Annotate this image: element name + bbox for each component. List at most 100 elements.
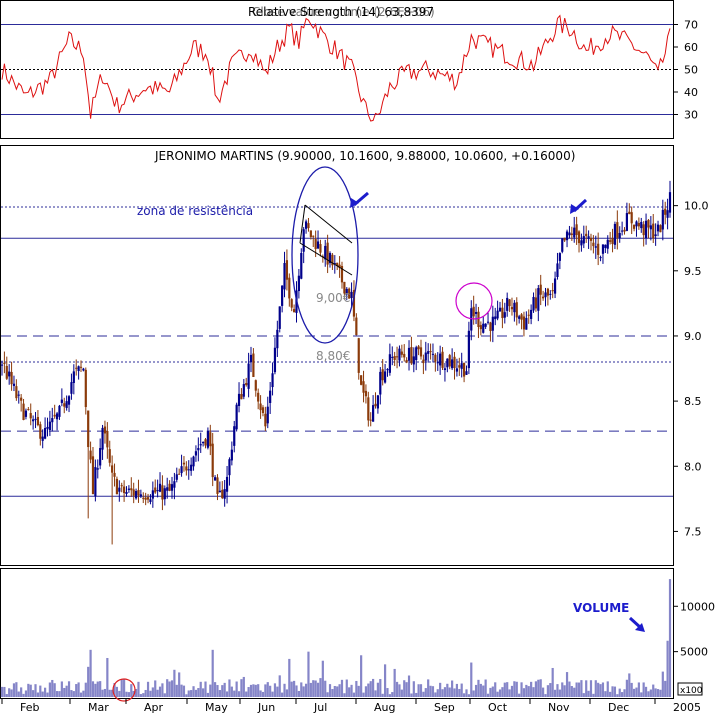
- volume-bar: [527, 686, 530, 697]
- volume-bar: [5, 694, 8, 697]
- volume-bar: [668, 579, 672, 697]
- candle-body: [391, 356, 394, 358]
- volume-bar: [422, 691, 425, 697]
- candle-body: [374, 403, 377, 407]
- volume-bar: [632, 688, 636, 697]
- volume-bar: [338, 684, 341, 697]
- candle-body: [106, 431, 109, 448]
- candle-body: [465, 371, 468, 375]
- candle-body: [72, 371, 75, 384]
- volume-bar: [84, 682, 87, 697]
- candle-body: [525, 317, 528, 330]
- candle-body: [367, 397, 370, 421]
- volume-bar: [142, 693, 145, 697]
- volume-bar: [652, 684, 655, 697]
- candle-body: [508, 299, 511, 307]
- volume-bar: [228, 679, 231, 697]
- candle-body: [10, 371, 13, 385]
- candle-body: [192, 456, 195, 467]
- candle-body: [381, 369, 384, 381]
- volume-bar: [29, 684, 32, 697]
- volume-bar: [324, 680, 327, 697]
- volume-bar: [625, 679, 629, 697]
- candle-body: [178, 473, 181, 475]
- volume-bar: [300, 682, 303, 697]
- volume-bar: [350, 684, 353, 697]
- volume-bar: [65, 685, 68, 697]
- candle-body: [326, 242, 329, 265]
- candle-body: [259, 403, 262, 411]
- candle-body: [472, 306, 475, 317]
- candle-body: [55, 413, 59, 420]
- volume-bar: [233, 690, 236, 697]
- volume-bar: [417, 684, 420, 697]
- volume-bar: [637, 682, 640, 697]
- volume-panel-frame: [0, 568, 674, 699]
- label-9-00: 9,00€: [316, 291, 350, 305]
- candle-body: [206, 430, 210, 448]
- candle-body: [108, 449, 111, 463]
- volume-bar: [486, 693, 490, 697]
- volume-bar: [10, 689, 13, 697]
- candle-body: [630, 212, 633, 224]
- candle-body: [43, 427, 47, 439]
- volume-bar: [419, 684, 423, 697]
- volume-bar: [96, 681, 99, 697]
- candle-body: [604, 244, 607, 248]
- volume-bar: [410, 693, 413, 697]
- candle-body: [405, 359, 408, 363]
- volume-bar: [391, 692, 394, 697]
- volume-bar: [664, 680, 667, 697]
- candle-body: [379, 371, 382, 395]
- candle-body: [5, 365, 8, 379]
- month-label: 2005: [673, 701, 701, 714]
- volume-bar: [525, 684, 528, 697]
- arrow-icon-breakout: [570, 198, 588, 214]
- rsi-header-overlay: Close value volume (2,6E+06): [252, 5, 435, 19]
- candle-body: [355, 317, 358, 336]
- candle-body: [661, 209, 664, 230]
- candle-body: [111, 465, 114, 473]
- volume-bar: [127, 692, 130, 697]
- volume-bar: [302, 686, 305, 697]
- candle-body: [360, 375, 363, 385]
- candle-body: [592, 242, 595, 247]
- candle-body: [36, 417, 40, 426]
- volume-bar: [597, 682, 600, 697]
- volume-bar: [415, 692, 418, 697]
- volume-bar: [271, 691, 274, 697]
- volume-bar: [520, 682, 523, 697]
- candle-body: [666, 210, 669, 218]
- volume-bar: [182, 685, 186, 697]
- candle-body: [565, 231, 569, 241]
- candle-body: [283, 262, 286, 290]
- candle-body: [151, 490, 154, 499]
- volume-bar: [170, 680, 174, 697]
- candle-body: [58, 405, 61, 417]
- volume-bar: [549, 683, 552, 697]
- volume-bar: [22, 693, 25, 697]
- candle-body: [99, 448, 102, 466]
- volume-bar: [580, 680, 583, 697]
- volume-circle: [112, 678, 136, 702]
- volume-bar: [534, 681, 538, 697]
- candle-body: [556, 263, 559, 277]
- candle-body: [79, 366, 83, 368]
- volume-bar: [336, 686, 339, 697]
- volume-bar: [156, 689, 159, 697]
- volume-bar: [58, 691, 61, 697]
- volume-bar: [304, 683, 308, 697]
- candle-body: [65, 401, 68, 408]
- volume-bar: [436, 689, 439, 697]
- volume-bar: [67, 681, 71, 697]
- volume-bar: [312, 680, 315, 697]
- candle-body: [194, 451, 198, 456]
- candle-body: [120, 485, 123, 487]
- volume-bar: [173, 669, 176, 697]
- volume-bar: [103, 688, 107, 697]
- volume-bars: [0, 579, 672, 697]
- candle-body: [144, 497, 147, 500]
- volume-bar: [458, 688, 461, 697]
- candle-body: [142, 497, 145, 499]
- volume-bar: [386, 688, 389, 697]
